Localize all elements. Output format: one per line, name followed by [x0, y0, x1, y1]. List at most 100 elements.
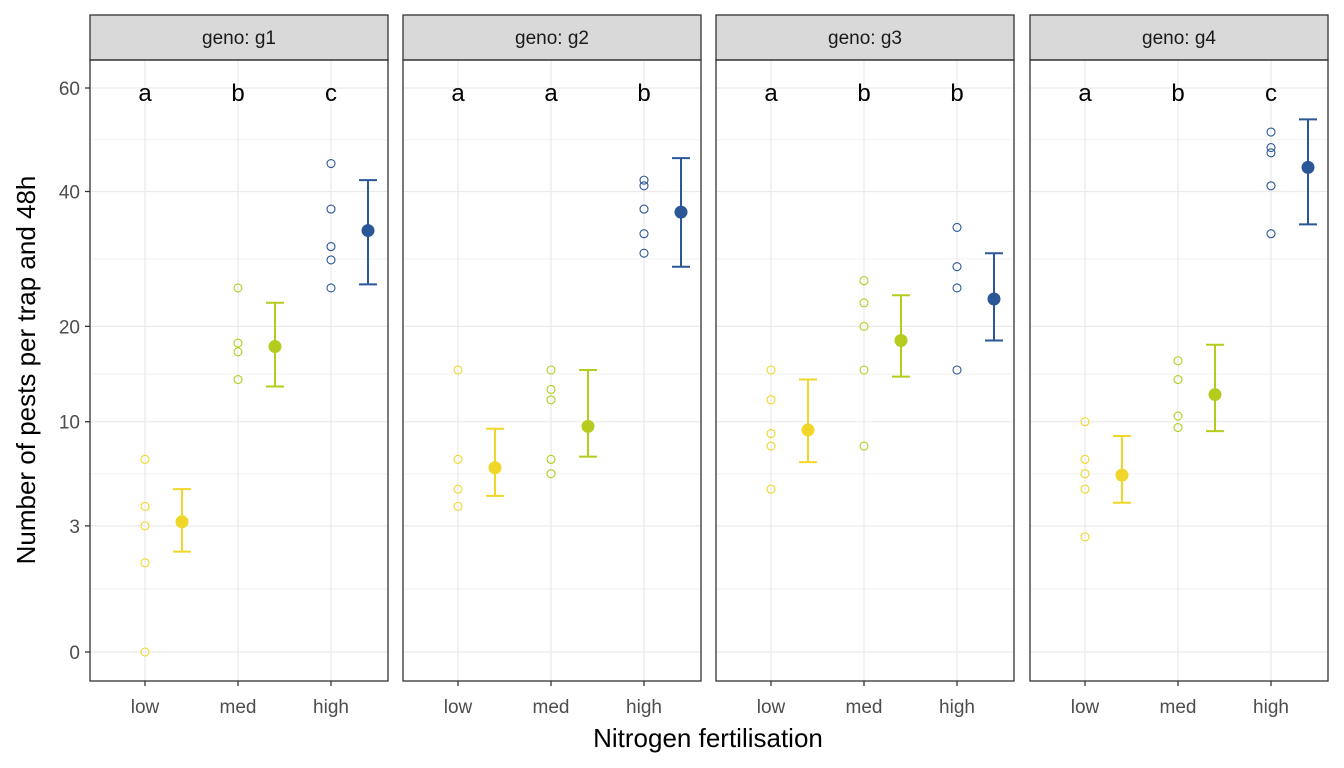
raw-point: [453, 501, 463, 511]
significance-letter: a: [138, 80, 152, 107]
raw-point: [1266, 127, 1276, 137]
raw-point: [140, 558, 150, 568]
significance-letter: b: [637, 80, 650, 107]
raw-point: [639, 175, 649, 185]
group-med: b: [1171, 80, 1224, 433]
x-tick-label: high: [313, 697, 349, 718]
x-tick-label: high: [626, 697, 662, 718]
significance-letter: b: [231, 80, 244, 107]
panel-border: [1029, 59, 1329, 682]
raw-point: [546, 454, 556, 464]
x-tick-label: med: [1160, 697, 1197, 718]
group-high: b: [637, 80, 690, 268]
significance-letter: b: [950, 80, 963, 107]
raw-point: [1266, 148, 1276, 158]
significance-letter: a: [451, 80, 465, 107]
panel-border: [89, 59, 389, 682]
raw-point: [766, 365, 776, 375]
mean-point: [674, 205, 688, 219]
group-low: a: [451, 80, 504, 511]
x-tick-label: high: [1253, 697, 1289, 718]
x-tick-label: med: [846, 697, 883, 718]
group-med: b: [857, 80, 910, 451]
raw-point: [326, 283, 336, 293]
x-tick-label: low: [1071, 697, 1100, 718]
raw-point: [1080, 484, 1090, 494]
raw-point: [546, 384, 556, 395]
x-tick-label: low: [444, 697, 473, 718]
raw-point: [233, 283, 243, 293]
raw-point: [453, 365, 463, 375]
raw-point: [639, 229, 649, 239]
facet-strip-label: geno: g2: [515, 28, 589, 49]
raw-point: [326, 242, 336, 252]
raw-point: [952, 283, 962, 293]
group-low: a: [764, 80, 817, 494]
mean-point: [581, 419, 595, 433]
raw-point: [546, 365, 556, 375]
raw-point: [952, 365, 962, 375]
raw-point: [766, 484, 776, 494]
mean-point: [361, 224, 375, 238]
raw-point: [859, 321, 869, 331]
raw-point: [1080, 532, 1090, 542]
x-tick-label: med: [220, 697, 257, 718]
panel-border: [715, 59, 1015, 682]
significance-letter: c: [325, 80, 337, 107]
raw-point: [1266, 229, 1276, 239]
facet-panels: geno: g1 a low b med c high geno: g2 a low a med b hi…: [89, 14, 1329, 718]
significance-letter: a: [1078, 80, 1092, 107]
mean-point: [987, 292, 1001, 306]
raw-point: [859, 298, 869, 308]
significance-letter: c: [1265, 80, 1277, 107]
raw-point: [1173, 356, 1183, 366]
group-low: a: [138, 80, 191, 657]
raw-point: [639, 248, 649, 258]
raw-point: [326, 159, 336, 169]
raw-point: [859, 365, 869, 375]
raw-point: [1080, 417, 1090, 427]
raw-point: [1080, 469, 1090, 479]
facet-strip: [1029, 14, 1329, 61]
mean-point: [1301, 160, 1315, 174]
group-med: a: [544, 80, 597, 479]
panel-background: [1030, 60, 1328, 681]
raw-point: [1080, 454, 1090, 464]
raw-point: [546, 469, 556, 479]
group-high: c: [1265, 80, 1317, 239]
facet-strip: [715, 14, 1015, 61]
raw-point: [326, 255, 336, 265]
raw-point: [766, 429, 776, 439]
raw-point: [1173, 423, 1183, 433]
x-axis-title: Nitrogen fertilisation: [593, 723, 823, 753]
group-high: c: [325, 80, 377, 293]
x-tick-label: high: [939, 697, 975, 718]
panel-background: [716, 60, 1014, 681]
raw-point: [1173, 375, 1183, 385]
x-tick-label: med: [533, 697, 570, 718]
raw-point: [1266, 181, 1276, 191]
group-low: a: [1078, 80, 1131, 542]
mean-point: [1115, 468, 1129, 482]
panel-background: [403, 60, 701, 681]
raw-point: [766, 441, 776, 451]
raw-point: [233, 347, 243, 357]
raw-point: [766, 395, 776, 405]
raw-point: [859, 276, 869, 286]
raw-point: [546, 395, 556, 405]
raw-point: [140, 521, 150, 531]
raw-point: [639, 181, 649, 191]
raw-point: [140, 454, 150, 464]
significance-letter: a: [764, 80, 778, 107]
raw-point: [1266, 142, 1276, 153]
facet-panel: geno: g2 a low a med b high: [402, 14, 702, 718]
group-high: b: [950, 80, 1003, 375]
y-tick-label: 20: [59, 317, 80, 338]
raw-point: [1173, 411, 1183, 421]
mean-point: [175, 515, 189, 529]
raw-point: [140, 647, 150, 657]
mean-point: [488, 461, 502, 475]
facet-strip: [89, 14, 389, 61]
y-axis: 0 3 10 20 40 60: [59, 79, 90, 664]
facet-panel: geno: g3 a low b med b high: [715, 14, 1015, 718]
